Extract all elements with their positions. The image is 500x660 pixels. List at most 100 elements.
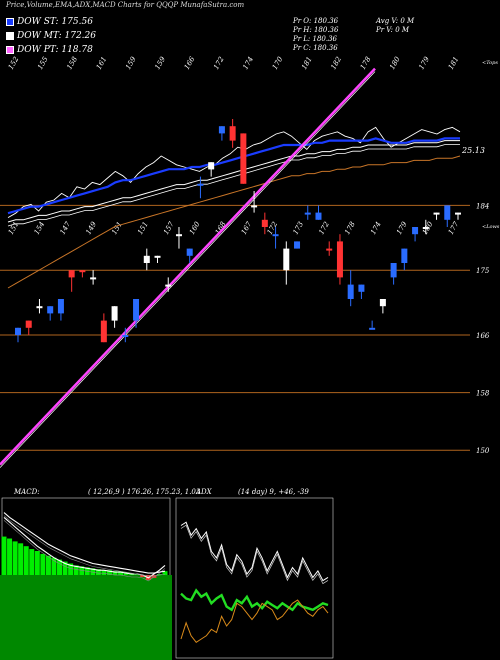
legend-swatch-mt <box>6 31 14 40</box>
price-level-label: 150 <box>476 447 490 455</box>
trendline <box>0 67 376 466</box>
candle-body <box>111 306 118 321</box>
macd-histogram-bar <box>23 546 29 575</box>
macd-histogram-bar <box>112 571 118 575</box>
macd-histogram-bar <box>57 559 63 575</box>
candle-body <box>315 212 322 220</box>
legend-label-mt: DOW MT: 172.26 <box>17 31 96 41</box>
candle-body <box>25 320 32 328</box>
candle-body <box>208 162 215 170</box>
macd-histogram-bar <box>140 575 146 577</box>
macd-histogram-bar <box>34 551 40 575</box>
macd-values: ( 12,26,9 ) 176.26, 175.23, 1.03 <box>88 488 201 496</box>
macd-line-shadow-macd <box>3 520 166 582</box>
macd-histogram-bar <box>51 557 57 575</box>
bottom-tick-label: 147 <box>59 220 73 236</box>
price-level-label: 184 <box>476 202 489 210</box>
macd-line-shadow-signal <box>3 515 166 577</box>
info-close: Pr C: 180.36 <box>293 44 338 52</box>
info-volume: Pr V: 0 M <box>376 26 410 34</box>
series-line-ema_mid_band <box>7 144 460 227</box>
macd-histogram-bar <box>151 575 157 578</box>
macd-histogram-bar <box>29 549 35 575</box>
candle-body <box>379 299 386 307</box>
candle-body <box>336 241 343 278</box>
legend-swatch-st <box>6 17 14 26</box>
bottom-tick-label: 151 <box>136 220 150 236</box>
candle-body <box>369 327 376 330</box>
macd-histogram-bar <box>62 561 68 575</box>
top-tick-label: 161 <box>95 55 109 71</box>
candle-body <box>175 234 182 237</box>
candle-body <box>197 183 204 186</box>
candle-body <box>165 284 172 287</box>
top-tick-label: 181 <box>300 55 314 71</box>
price-level-label: 175 <box>476 267 490 275</box>
candle-body <box>100 320 107 343</box>
top-tick-label: 172 <box>212 55 226 71</box>
macd-histogram-bar <box>1 536 7 575</box>
candle-body <box>455 212 461 215</box>
macd-histogram-bar <box>101 570 107 575</box>
candle-body <box>122 335 129 337</box>
top-tick-label: 166 <box>183 55 197 71</box>
macd-histogram-bar <box>95 569 101 575</box>
candle-body <box>347 284 354 299</box>
bottom-tick-label: 151 <box>7 220 21 236</box>
bottom-tick-label: 154 <box>33 220 47 236</box>
candle-body <box>304 212 311 215</box>
candle-body <box>401 248 408 263</box>
macd-histogram-bar <box>68 563 74 575</box>
candle-body <box>133 299 140 321</box>
macd-histogram-bar <box>40 553 46 575</box>
legend-dow-st: DOW ST: 175.56 <box>6 17 93 27</box>
bottom-tick-label: 179 <box>395 220 409 236</box>
macd-histogram-bar <box>106 570 112 575</box>
top-tick-label: 170 <box>271 55 285 71</box>
macd-histogram-bar <box>73 565 79 575</box>
macd-line-signal <box>3 512 166 574</box>
macd-histogram-bar <box>45 555 51 575</box>
legend-dow-mt: DOW MT: 172.26 <box>6 31 96 41</box>
ema-annotation: 25.13 <box>461 146 485 155</box>
candle-body <box>218 126 225 134</box>
adx-label: ADX <box>195 488 213 496</box>
candle-body <box>283 248 290 271</box>
macd-histogram-bar <box>7 538 13 575</box>
bottom-tick-label: 177 <box>447 220 461 236</box>
legend-dow-pt: DOW PT: 118.78 <box>6 45 93 55</box>
price-level-label: 166 <box>476 332 490 340</box>
macd-histogram-bar <box>18 543 24 575</box>
bottom-tick-label: 160 <box>188 220 202 236</box>
candle-body <box>15 327 21 335</box>
candle-body <box>358 284 365 292</box>
series-line-ema_mid <box>7 140 460 223</box>
info-low: Pr L: 180.36 <box>293 35 338 43</box>
top-tick-label: 155 <box>36 55 50 71</box>
bottom-tick-label: 178 <box>343 220 357 236</box>
top-tick-label: 178 <box>359 55 373 71</box>
top-tick-label: 174 <box>241 55 255 71</box>
candle-body <box>422 227 429 229</box>
candle-body <box>36 306 43 309</box>
series-line-ema_long <box>7 155 461 289</box>
trendline-inner <box>0 71 376 468</box>
top-tick-label: 181 <box>447 55 461 71</box>
candle-body <box>68 270 75 278</box>
price-level-label: 158 <box>476 390 490 398</box>
candle-body <box>326 248 333 251</box>
legend-label-st: DOW ST: 175.56 <box>17 17 93 27</box>
info-open: Pr O: 180.36 <box>293 17 339 25</box>
bottom-tick-label: 167 <box>240 220 254 236</box>
bottom-tick-label: 172 <box>317 220 331 236</box>
candle-body <box>390 263 397 278</box>
macd-panel-lower-fill <box>0 575 172 660</box>
macd-histogram-bar <box>162 571 168 575</box>
macd-label: MACD: <box>13 488 40 496</box>
legend-label-pt: DOW PT: 118.78 <box>17 45 93 55</box>
candle-body <box>154 255 161 258</box>
top-tick-label: 159 <box>153 55 167 71</box>
adx-values: (14 day) 9, +46, -39 <box>238 488 309 496</box>
candle-body <box>294 241 301 249</box>
top-tick-label: 180 <box>388 55 402 71</box>
